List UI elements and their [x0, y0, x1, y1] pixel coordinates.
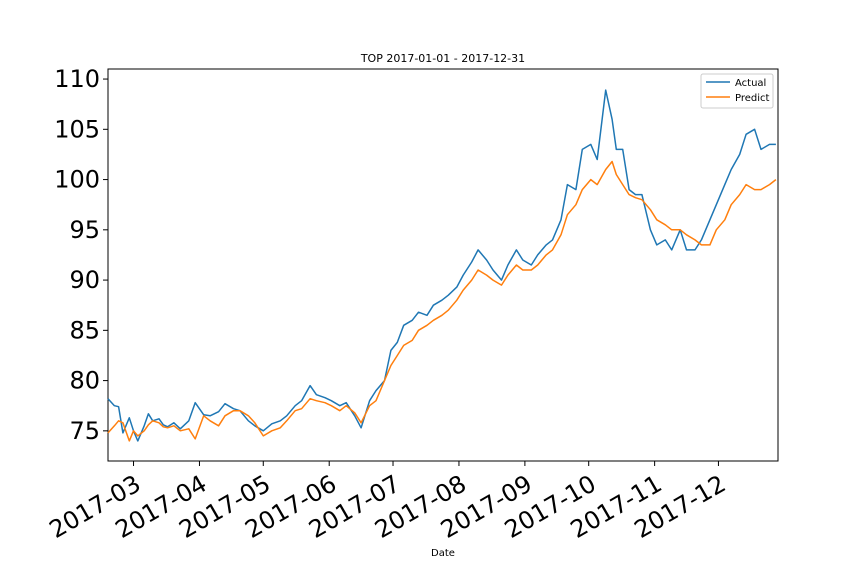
chart-title: TOP 2017-01-01 - 2017-12-31	[360, 52, 525, 65]
y-tick-label: 75	[69, 417, 100, 445]
y-tick-label: 110	[54, 65, 100, 93]
series-line-actual	[107, 89, 776, 442]
x-axis-label: Date	[431, 548, 455, 559]
series-layer	[107, 89, 777, 442]
y-tick-label: 100	[54, 166, 100, 194]
series-line-predict	[107, 160, 777, 442]
y-tick-label: 95	[69, 216, 100, 244]
y-axis: 75 80 85 90 95 100 105 110	[54, 65, 108, 445]
plot-area	[107, 68, 779, 462]
legend-label-actual: Actual	[735, 78, 766, 89]
legend: Actual Predict	[700, 73, 774, 109]
y-tick-label: 90	[69, 266, 100, 294]
y-tick-label: 80	[69, 367, 100, 395]
y-tick-label: 105	[54, 115, 100, 143]
legend-label-predict: Predict	[735, 93, 770, 104]
y-tick-label: 85	[69, 316, 100, 344]
x-axis: 2017-032017-042017-052017-062017-072017-…	[45, 461, 730, 544]
